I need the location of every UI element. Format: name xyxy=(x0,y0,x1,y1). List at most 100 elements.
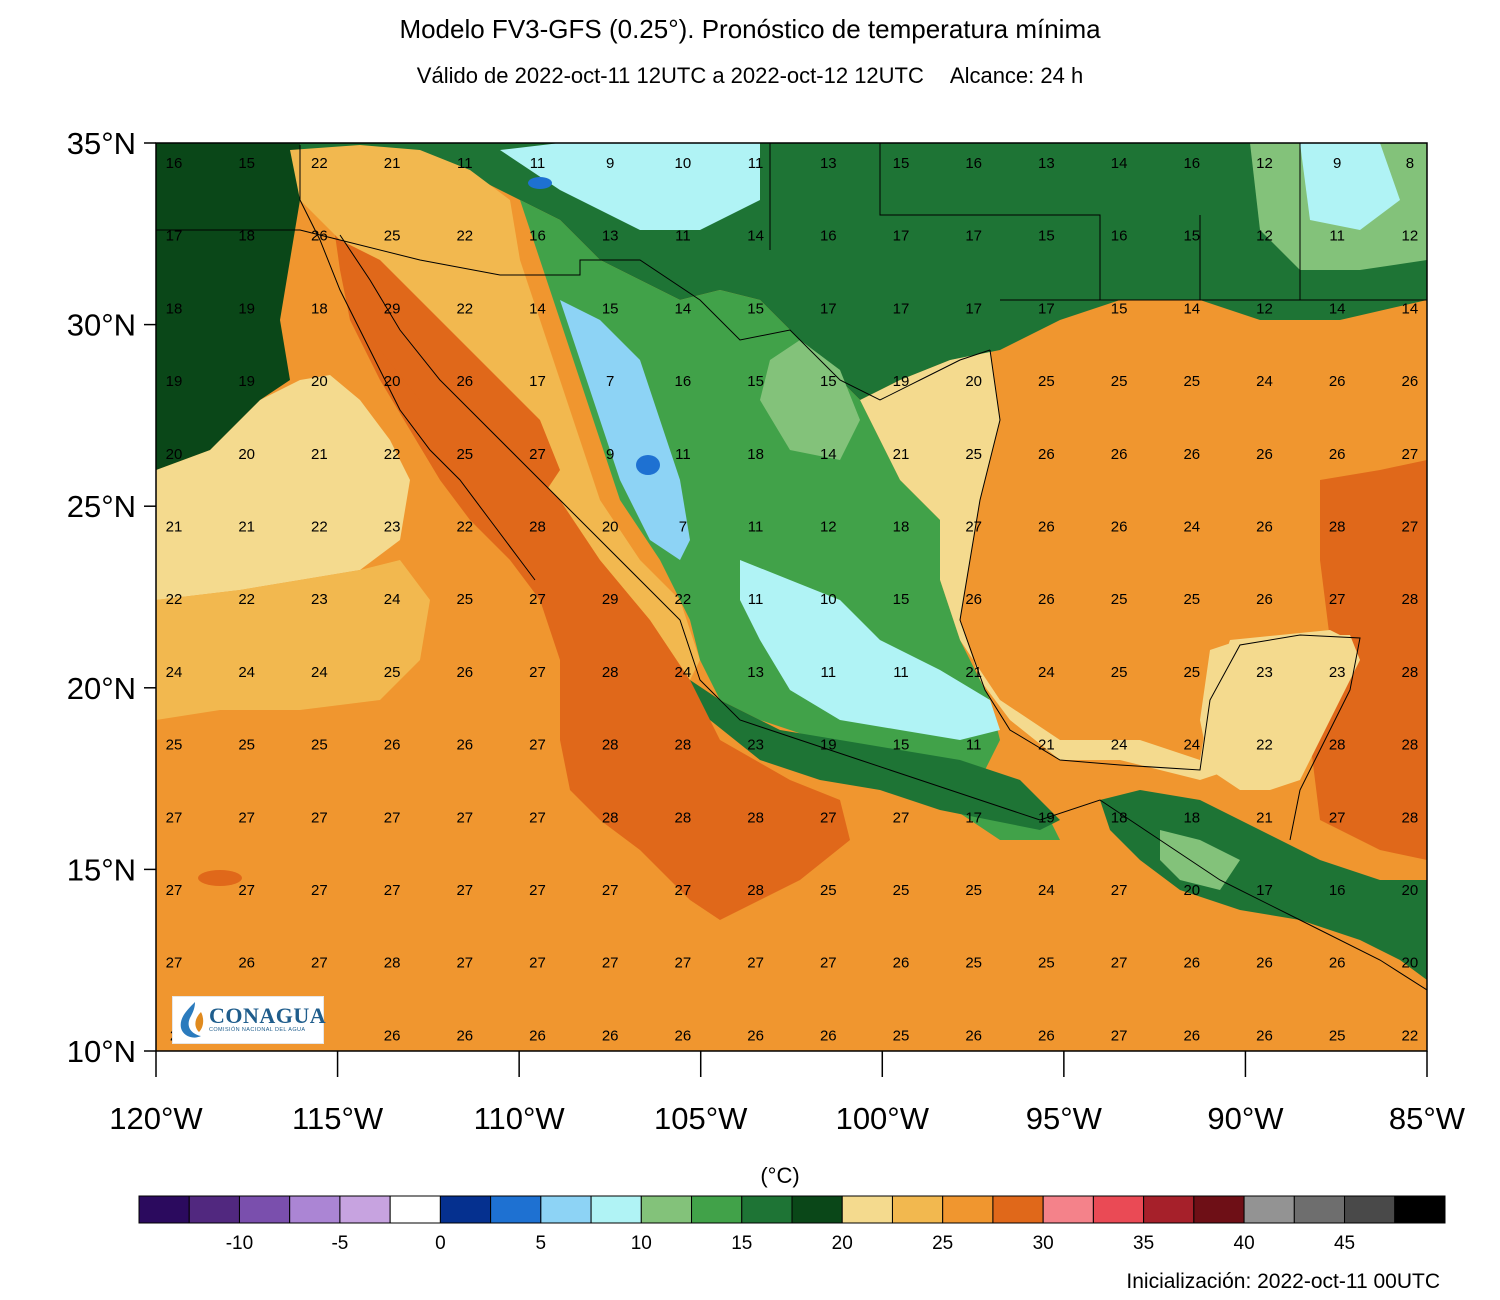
grid-value: 22 xyxy=(456,228,473,245)
grid-value: 20 xyxy=(965,373,982,390)
grid-value: 22 xyxy=(1402,1027,1419,1044)
grid-value: 23 xyxy=(1256,664,1273,681)
grid-value: 19 xyxy=(893,373,910,390)
grid-value: 27 xyxy=(820,809,837,826)
colorbar-swatch xyxy=(490,1195,542,1224)
grid-value: 26 xyxy=(456,737,473,754)
grid-value: 18 xyxy=(1111,809,1128,826)
grid-value: 26 xyxy=(1256,591,1273,608)
grid-value: 24 xyxy=(1038,664,1055,681)
grid-value: 13 xyxy=(747,664,764,681)
grid-value: 16 xyxy=(675,373,692,390)
lon-label: 85°W xyxy=(1389,1101,1466,1136)
lon-label: 90°W xyxy=(1207,1101,1284,1136)
grid-value: 14 xyxy=(675,300,692,317)
grid-value: 22 xyxy=(675,591,692,608)
land-yucatan xyxy=(1200,635,1360,790)
water-drop-icon xyxy=(180,1002,204,1038)
grid-value: 26 xyxy=(1402,373,1419,390)
grid-value: 8 xyxy=(1406,155,1414,172)
lon-label: 95°W xyxy=(1026,1101,1103,1136)
grid-value: 17 xyxy=(1038,300,1055,317)
grid-value: 20 xyxy=(1402,955,1419,972)
grid-value: 26 xyxy=(1111,446,1128,463)
grid-value: 16 xyxy=(166,155,183,172)
grid-value: 26 xyxy=(1256,955,1273,972)
colorbar-swatch xyxy=(339,1195,391,1224)
grid-value: 27 xyxy=(529,737,546,754)
grid-value: 27 xyxy=(893,809,910,826)
grid-value: 10 xyxy=(675,155,692,172)
grid-value: 14 xyxy=(1329,300,1346,317)
grid-value: 13 xyxy=(1038,155,1055,172)
grid-value: 24 xyxy=(1256,373,1273,390)
grid-value: 26 xyxy=(1329,955,1346,972)
grid-value: 24 xyxy=(675,664,692,681)
grid-value: 13 xyxy=(602,228,619,245)
grid-value: 11 xyxy=(893,664,909,681)
sierra-madre-sur xyxy=(690,680,1060,830)
colorbar-tick-label: 35 xyxy=(1133,1233,1154,1254)
grid-value: 27 xyxy=(238,882,255,899)
grid-value: 18 xyxy=(166,300,183,317)
colorbar-tick-label: 20 xyxy=(832,1233,853,1254)
grid-value: 26 xyxy=(1256,519,1273,536)
grid-value: 15 xyxy=(238,155,255,172)
grid-value: 11 xyxy=(821,664,837,681)
land-california xyxy=(156,143,300,470)
grid-value: 14 xyxy=(529,300,546,317)
colorbar-swatch xyxy=(1092,1195,1145,1224)
map-frame xyxy=(155,142,1428,1052)
grid-value: 26 xyxy=(893,955,910,972)
grid-value: 22 xyxy=(311,519,328,536)
temperature-grid-values: 16 15 22 21 11 11 9 10 11 13 15 16 13 14 16 12 9 8 17 18 26 2… xyxy=(166,155,1419,1044)
grid-value: 27 xyxy=(529,664,546,681)
colorbar-swatch xyxy=(439,1195,492,1224)
grid-value: 17 xyxy=(529,373,546,390)
grid-value: 11 xyxy=(675,228,691,245)
grid-value: 28 xyxy=(747,882,764,899)
grid-value: 25 xyxy=(384,664,401,681)
grid-value: 25 xyxy=(1183,591,1200,608)
grid-value: 14 xyxy=(1402,300,1419,317)
grid-value: 27 xyxy=(529,882,546,899)
grid-value: 26 xyxy=(1329,446,1346,463)
grid-value: 26 xyxy=(602,1027,619,1044)
grid-value: 28 xyxy=(747,809,764,826)
grid-value: 15 xyxy=(893,737,910,754)
grid-value: 25 xyxy=(384,228,401,245)
grid-value: 26 xyxy=(1038,446,1055,463)
grid-value: 27 xyxy=(1111,882,1128,899)
grid-value: 27 xyxy=(456,882,473,899)
grid-value: 28 xyxy=(1329,519,1346,536)
grid-value: 26 xyxy=(1111,519,1128,536)
grid-value: 26 xyxy=(1038,591,1055,608)
grid-value: 27 xyxy=(1329,809,1346,826)
grid-value: 28 xyxy=(1402,809,1419,826)
grid-value: 26 xyxy=(384,737,401,754)
grid-value: 25 xyxy=(1111,591,1128,608)
grid-value: 25 xyxy=(965,446,982,463)
colorbar-tick-label: 5 xyxy=(536,1233,547,1254)
grid-value: 27 xyxy=(529,446,546,463)
grid-value: 22 xyxy=(456,300,473,317)
us-mexico-border xyxy=(156,229,991,401)
grid-value: 14 xyxy=(820,446,837,463)
grid-value: 20 xyxy=(1402,882,1419,899)
grid-value: 16 xyxy=(965,155,982,172)
grid-value: 26 xyxy=(384,1027,401,1044)
colorbar-swatch xyxy=(590,1195,642,1224)
grid-value: 22 xyxy=(1256,737,1273,754)
grid-value: 18 xyxy=(238,228,255,245)
grid-value: 11 xyxy=(1329,228,1345,245)
grid-value: 25 xyxy=(893,1027,910,1044)
grid-value: 15 xyxy=(747,300,764,317)
lon-label: 105°W xyxy=(654,1101,748,1136)
lat-label: 15°N xyxy=(67,852,136,887)
grid-value: 25 xyxy=(1183,664,1200,681)
grid-value: 10 xyxy=(820,591,837,608)
grid-value: 26 xyxy=(747,1027,764,1044)
grid-value: 26 xyxy=(1256,446,1273,463)
grid-value: 26 xyxy=(311,228,328,245)
